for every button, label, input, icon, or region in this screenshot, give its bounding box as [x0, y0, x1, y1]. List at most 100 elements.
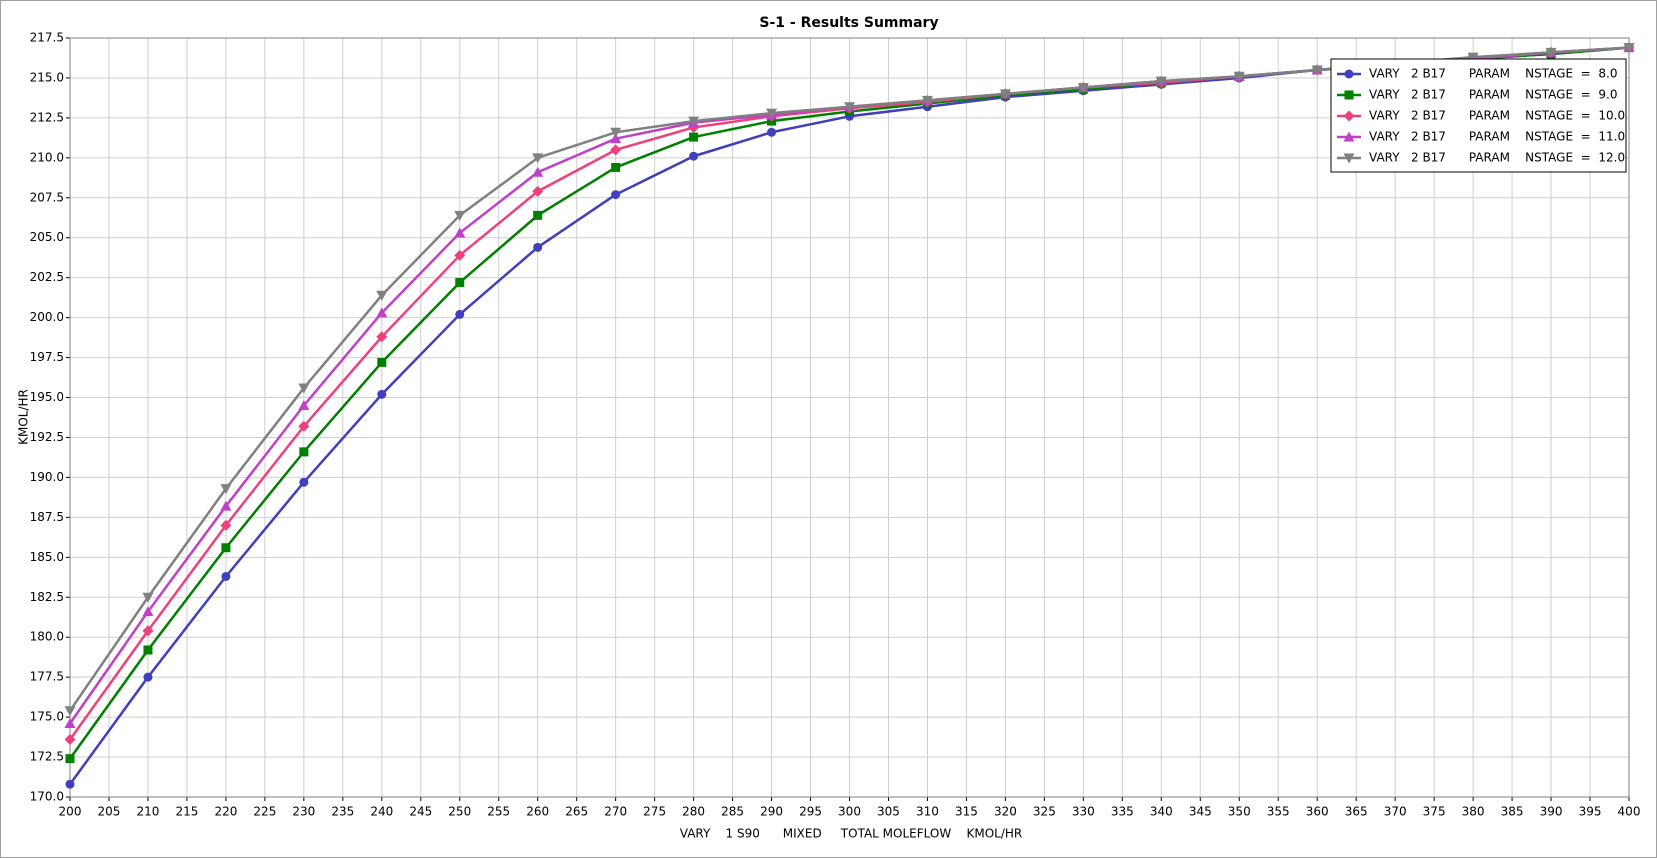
- x-tick-label: 335: [1111, 805, 1134, 819]
- marker: [1311, 65, 1323, 76]
- marker: [454, 210, 466, 221]
- marker: [1155, 76, 1167, 87]
- x-tick-label: 300: [838, 805, 861, 819]
- marker: [1344, 69, 1354, 79]
- y-tick-label: 202.5: [30, 270, 64, 284]
- y-tick-label: 197.5: [30, 350, 64, 364]
- marker: [376, 290, 388, 301]
- marker: [376, 307, 388, 318]
- marker: [766, 108, 778, 119]
- marker: [220, 500, 232, 511]
- marker: [298, 400, 310, 411]
- legend-label: VARY 2 B17 PARAM NSTAGE = 10.0: [1369, 109, 1625, 123]
- marker: [532, 153, 544, 164]
- y-tick-label: 192.5: [30, 430, 64, 444]
- x-tick-label: 325: [1033, 805, 1056, 819]
- x-tick-label: 370: [1384, 805, 1407, 819]
- legend-label: VARY 2 B17 PARAM NSTAGE = 8.0: [1369, 67, 1617, 81]
- marker: [1545, 47, 1557, 58]
- marker: [65, 779, 75, 789]
- y-tick-label: 195.0: [30, 390, 64, 404]
- marker: [298, 420, 310, 432]
- x-tick-label: 270: [604, 805, 627, 819]
- marker: [65, 754, 75, 764]
- marker: [220, 484, 232, 495]
- x-tick-label: 395: [1579, 805, 1602, 819]
- y-tick-label: 185.0: [30, 550, 64, 564]
- y-tick-label: 190.0: [30, 470, 64, 484]
- x-tick-label: 215: [175, 805, 198, 819]
- marker: [377, 357, 387, 367]
- x-tick-label: 360: [1306, 805, 1329, 819]
- y-tick-label: 200.0: [30, 310, 64, 324]
- y-tick-label: 215.0: [30, 70, 64, 84]
- x-tick-label: 210: [136, 805, 159, 819]
- x-tick-label: 385: [1501, 805, 1524, 819]
- x-tick-label: 320: [994, 805, 1017, 819]
- chart-title: S-1 - Results Summary: [759, 15, 938, 31]
- legend-label: VARY 2 B17 PARAM NSTAGE = 9.0: [1369, 88, 1617, 102]
- y-tick-label: 170.0: [30, 790, 64, 804]
- marker: [299, 477, 309, 487]
- marker: [1343, 110, 1355, 122]
- marker: [220, 519, 232, 531]
- y-tick-label: 175.0: [30, 710, 64, 724]
- marker: [142, 592, 154, 603]
- x-tick-label: 290: [760, 805, 783, 819]
- marker: [298, 383, 310, 394]
- marker: [1077, 83, 1089, 94]
- marker: [533, 210, 543, 220]
- marker: [142, 606, 154, 617]
- y-tick-label: 177.5: [30, 670, 64, 684]
- marker: [1233, 71, 1245, 82]
- y-tick-label: 212.5: [30, 110, 64, 124]
- x-axis-label: VARY 1 S90 MIXED TOTAL MOLEFLOW KMOL/HR: [680, 827, 1022, 841]
- marker: [611, 162, 621, 172]
- marker: [1623, 43, 1635, 54]
- x-tick-label: 315: [955, 805, 978, 819]
- marker: [454, 249, 466, 261]
- marker: [611, 190, 621, 200]
- x-tick-label: 295: [799, 805, 822, 819]
- marker: [999, 89, 1011, 100]
- y-tick-label: 205.0: [30, 230, 64, 244]
- y-tick-label: 207.5: [30, 190, 64, 204]
- marker: [610, 127, 622, 138]
- x-tick-label: 220: [214, 805, 237, 819]
- y-axis-label: KMOL/HR: [17, 389, 31, 445]
- x-tick-label: 365: [1345, 805, 1368, 819]
- marker: [610, 133, 622, 144]
- marker: [844, 102, 855, 113]
- x-tick-label: 305: [877, 805, 900, 819]
- x-tick-label: 340: [1150, 805, 1173, 819]
- marker: [689, 151, 699, 161]
- marker: [454, 227, 466, 238]
- marker: [532, 185, 544, 197]
- marker: [143, 645, 153, 655]
- y-tick-label: 210.0: [30, 150, 64, 164]
- marker: [1343, 153, 1355, 164]
- marker: [64, 717, 76, 728]
- marker: [1343, 131, 1355, 142]
- legend-box: [1330, 58, 1627, 173]
- x-tick-label: 265: [565, 805, 588, 819]
- marker: [688, 116, 700, 127]
- x-tick-label: 350: [1228, 805, 1251, 819]
- marker: [221, 571, 231, 581]
- x-tick-label: 245: [409, 805, 432, 819]
- x-tick-label: 230: [292, 805, 315, 819]
- marker: [1344, 90, 1354, 100]
- marker: [532, 166, 544, 177]
- x-tick-label: 205: [98, 805, 121, 819]
- x-tick-label: 310: [916, 805, 939, 819]
- x-tick-label: 255: [487, 805, 510, 819]
- x-tick-label: 400: [1618, 805, 1641, 819]
- marker: [143, 672, 153, 682]
- marker: [377, 389, 387, 399]
- marker: [533, 242, 543, 252]
- x-tick-label: 200: [59, 805, 82, 819]
- x-tick-label: 240: [370, 805, 393, 819]
- x-tick-label: 235: [331, 805, 354, 819]
- x-tick-label: 375: [1423, 805, 1446, 819]
